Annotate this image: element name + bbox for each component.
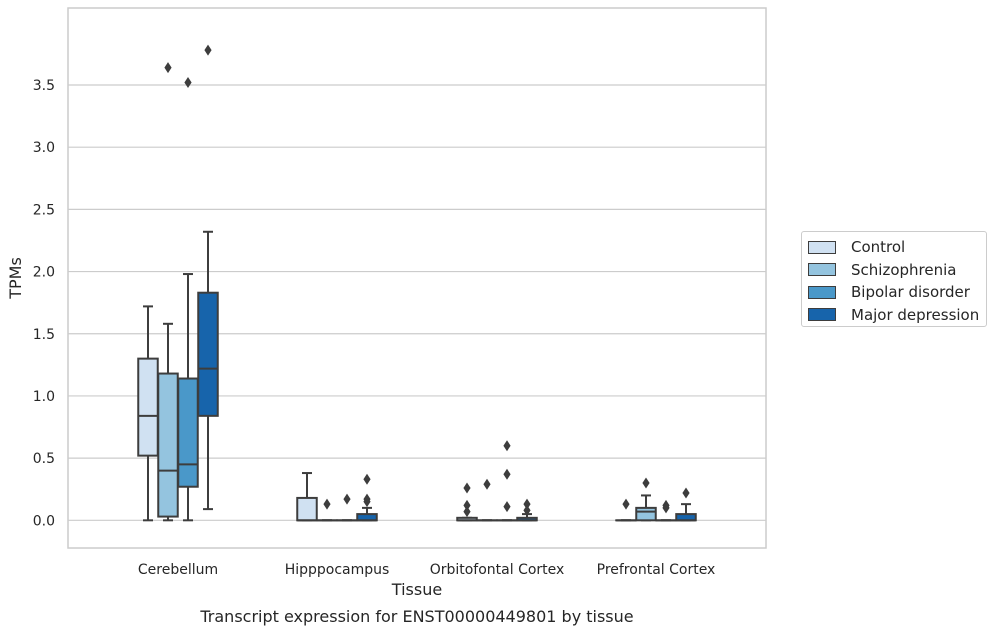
box-group: [357, 474, 377, 521]
outlier-point: [503, 501, 510, 512]
outlier-point: [463, 506, 470, 517]
outlier-point: [483, 479, 490, 490]
y-tick-label: 0.0: [33, 513, 55, 529]
y-tick-label: 1.5: [33, 327, 55, 343]
x-axis-label: Tissue: [391, 580, 442, 599]
outlier-point: [642, 478, 649, 489]
chart-caption: Transcript expression for ENST0000044980…: [199, 607, 633, 626]
box-group: [297, 473, 317, 520]
box-iqr: [158, 374, 178, 517]
outlier-point: [184, 77, 191, 88]
legend-swatch-major-depression: [808, 308, 836, 321]
outlier-point: [164, 62, 171, 73]
box-iqr: [178, 379, 198, 487]
legend-label-major-depression: Major depression: [851, 306, 979, 324]
legend: Control Schizophrenia Bipolar disorder M…: [801, 231, 987, 327]
x-tick-label: Orbitofontal Cortex: [430, 562, 565, 578]
box-group: [497, 440, 517, 520]
y-tick-label: 3.0: [33, 140, 55, 156]
outlier-point: [204, 45, 211, 56]
box-group: [517, 499, 537, 521]
y-axis-label: TPMs: [6, 257, 25, 300]
box-group: [198, 45, 218, 509]
y-tick-label: 1.0: [33, 389, 55, 405]
x-tick-label: Hipppocampus: [285, 562, 390, 578]
legend-item-control: Control: [808, 236, 980, 259]
box-group: [477, 479, 497, 521]
box-iqr: [297, 498, 317, 520]
outlier-point: [503, 469, 510, 480]
legend-label-control: Control: [851, 238, 905, 256]
outlier-point: [343, 494, 350, 505]
box-iqr: [198, 293, 218, 416]
box-iqr: [636, 508, 656, 520]
box-group: [616, 499, 636, 521]
outlier-point: [682, 487, 689, 498]
legend-label-bipolar-disorder: Bipolar disorder: [851, 283, 970, 301]
x-tick-label: Cerebellum: [138, 562, 218, 578]
outlier-point: [503, 440, 510, 451]
legend-item-bipolar-disorder: Bipolar disorder: [808, 281, 980, 304]
y-tick-label: 2.5: [33, 202, 55, 218]
box-group: [317, 499, 337, 521]
x-tick-labels: Cerebellum Hipppocampus Orbitofontal Corte…: [138, 562, 715, 578]
box-iqr: [138, 359, 158, 456]
y-tick-label: 0.5: [33, 451, 55, 467]
y-tick-label: 3.5: [33, 78, 55, 94]
box-group: [178, 77, 198, 520]
box-group: [636, 478, 656, 521]
outlier-point: [323, 499, 330, 510]
outlier-point: [363, 474, 370, 485]
outlier-point: [622, 499, 629, 510]
box-group: [138, 306, 158, 520]
legend-item-major-depression: Major depression: [808, 304, 980, 327]
box-group: [158, 62, 178, 520]
legend-swatch-schizophrenia: [808, 263, 836, 276]
y-tick-label: 2.0: [33, 265, 55, 281]
legend-swatch-bipolar-disorder: [808, 286, 836, 299]
outlier-point: [463, 482, 470, 493]
legend-item-schizophrenia: Schizophrenia: [808, 259, 980, 282]
box-group: [676, 487, 696, 520]
box-group: [337, 494, 357, 521]
legend-label-schizophrenia: Schizophrenia: [851, 261, 956, 279]
legend-swatch-control: [808, 241, 836, 254]
x-tick-label: Prefrontal Cortex: [597, 562, 716, 578]
box-layer: [138, 45, 696, 521]
box-group: [656, 500, 676, 520]
y-tick-labels: 0.0 0.5 1.0 1.5 2.0 2.5 3.0 3.5: [33, 78, 55, 529]
box-group: [457, 482, 477, 520]
